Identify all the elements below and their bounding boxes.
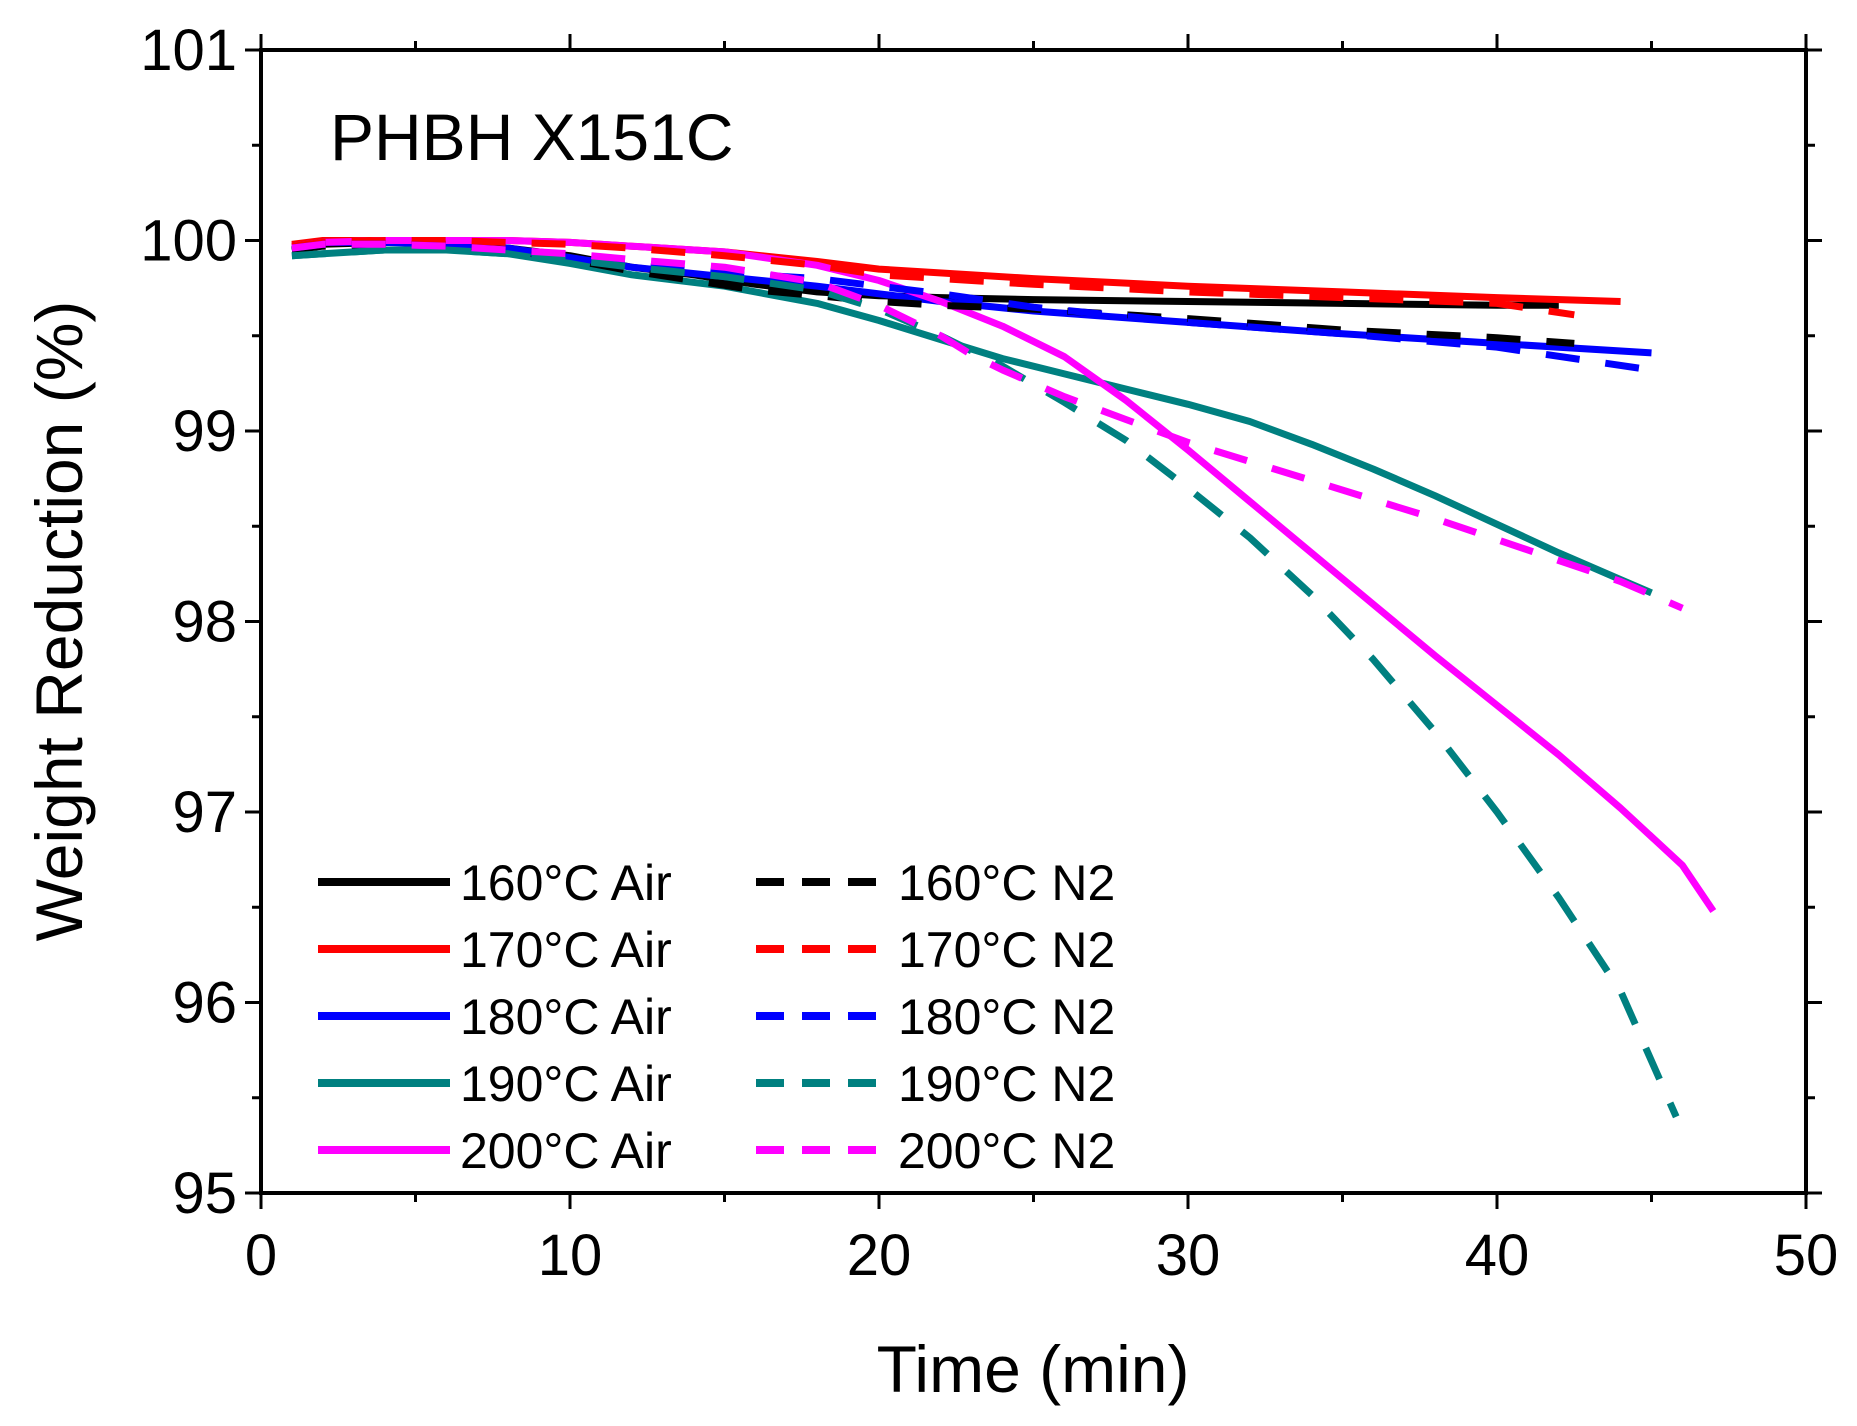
legend-label-1: 160°C Air <box>460 855 672 911</box>
y-axis-title: Weight Reduction (%) <box>22 301 96 942</box>
x-tick-label: 30 <box>1156 1223 1221 1288</box>
y-tick-label: 100 <box>140 209 237 274</box>
x-tick-label: 40 <box>1465 1223 1530 1288</box>
y-tick-label: 98 <box>172 590 237 655</box>
axis-layer: 0 10 20 30 40 50 95 96 97 98 99 100 101 <box>140 18 1838 1288</box>
legend-label-6: 160°C N2 <box>898 855 1115 911</box>
y-tick-label: 97 <box>172 780 237 845</box>
chart-annotation: PHBH X151C <box>330 100 734 174</box>
legend-label-3: 180°C Air <box>460 989 672 1045</box>
x-tick-label: 20 <box>847 1223 912 1288</box>
x-tick-label: 0 <box>245 1223 277 1288</box>
legend-label-5: 200°C Air <box>460 1123 672 1179</box>
y-tick-label: 99 <box>172 399 237 464</box>
legend-label-9: 190°C N2 <box>898 1056 1115 1112</box>
x-tick-label: 50 <box>1774 1223 1839 1288</box>
legend-label-8: 180°C N2 <box>898 989 1115 1045</box>
legend-label-2: 170°C Air <box>460 922 672 978</box>
legend-label-10: 200°C N2 <box>898 1123 1115 1179</box>
legend-label-4: 190°C Air <box>460 1056 672 1112</box>
legend-label-7: 170°C N2 <box>898 922 1115 978</box>
x-axis-title: Time (min) <box>877 1332 1190 1406</box>
legend: 160°C Air 170°C Air 180°C Air 190°C Air 200°… <box>318 855 1115 1179</box>
series-layer <box>291 237 1717 1119</box>
y-tick-label: 96 <box>172 971 237 1036</box>
series-line-7 <box>291 237 1575 319</box>
y-tick-label: 95 <box>172 1161 237 1226</box>
x-tick-label: 10 <box>538 1223 603 1288</box>
y-tick-label: 101 <box>140 18 237 83</box>
